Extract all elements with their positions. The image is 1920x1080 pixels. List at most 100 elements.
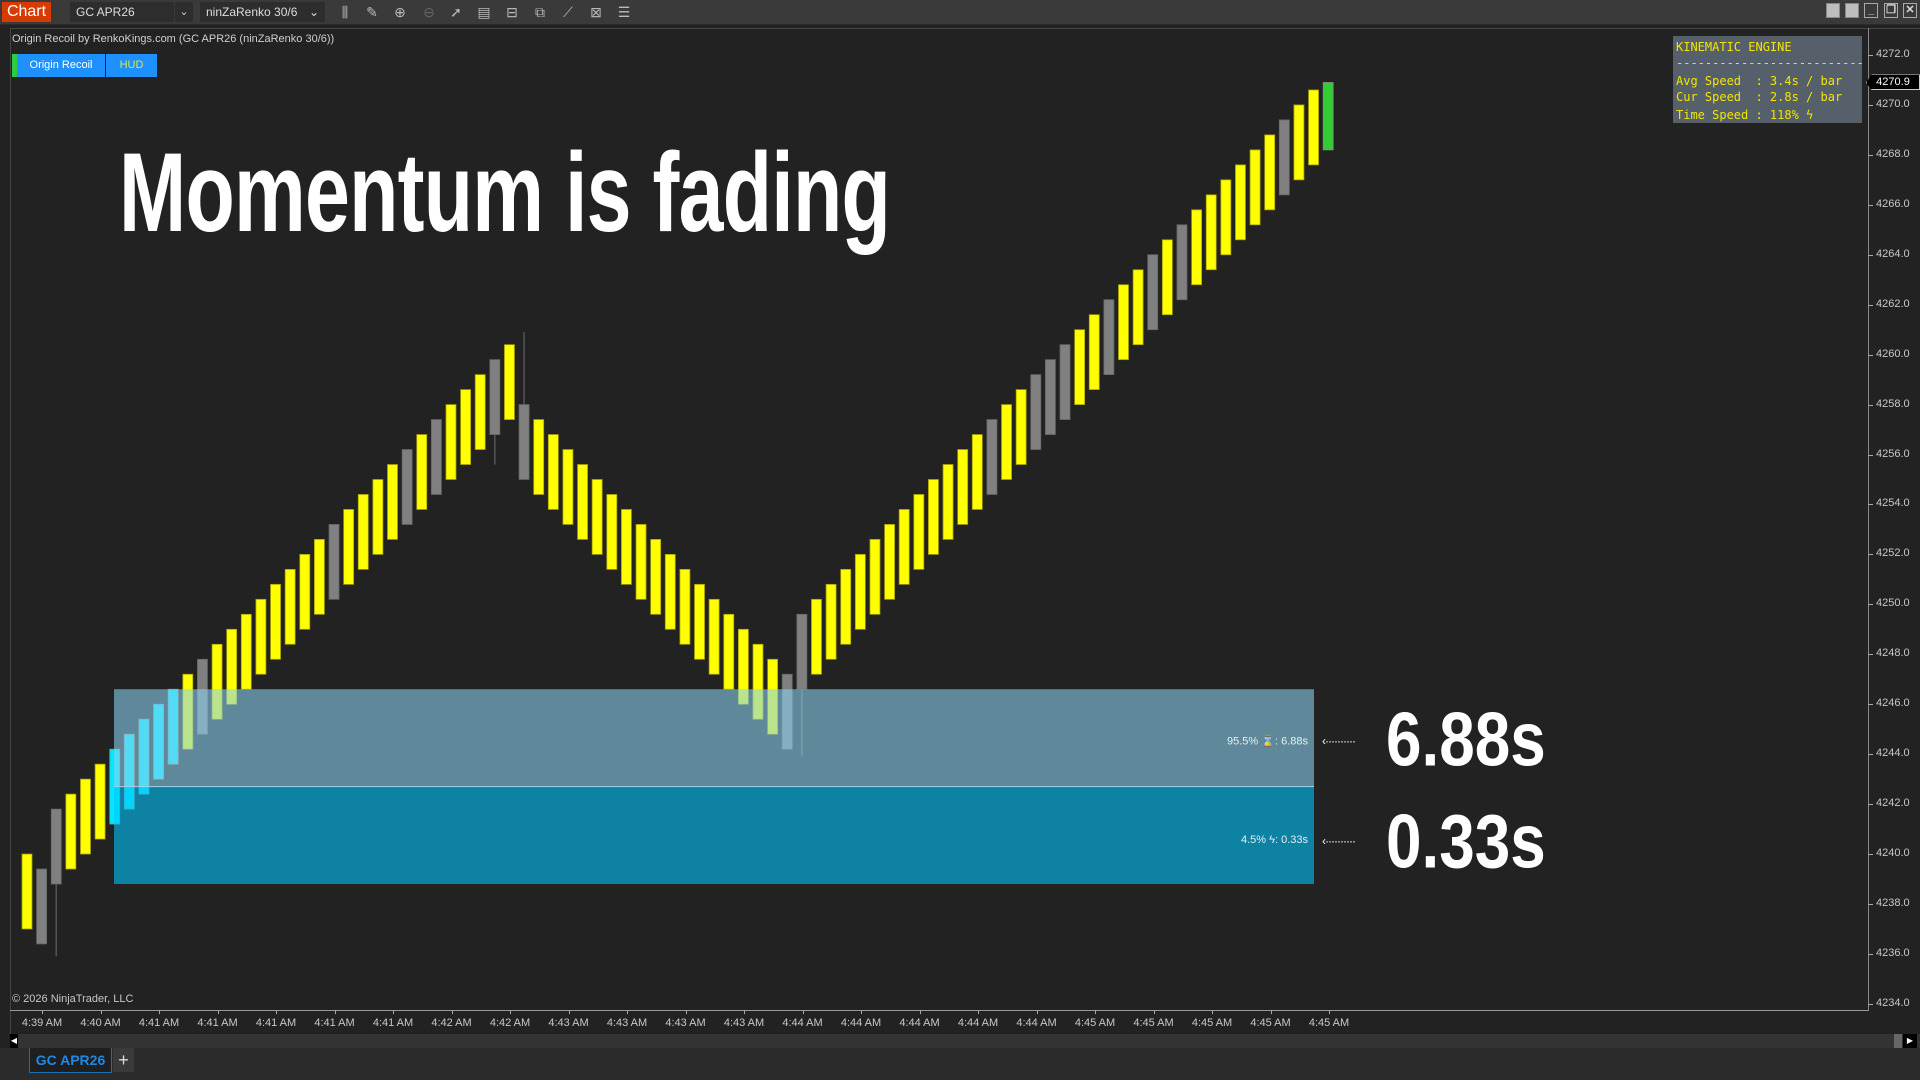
renko-bar (430, 419, 442, 495)
close-icon[interactable]: ✕ (1903, 3, 1917, 18)
renko-bar (474, 374, 486, 450)
lower-zone-callout: 0.33s (1386, 799, 1546, 885)
chart-menu-button[interactable]: Chart (2, 2, 51, 22)
restore-icon[interactable]: ❐ (1884, 3, 1898, 18)
time-label: 4:44 AM (840, 1017, 882, 1029)
price-tick (1868, 404, 1873, 406)
scroll-right-icon[interactable]: ▶ (1903, 1034, 1917, 1048)
renko-bar (50, 808, 62, 885)
renko-bar (1001, 404, 1012, 480)
time-label: 4:41 AM (197, 1017, 238, 1029)
lightning-icon: ϟ (1269, 834, 1275, 846)
upper-zone-time: : 6.88s (1274, 735, 1308, 748)
horizontal-scrollbar[interactable] (10, 1034, 1920, 1048)
time-tick (568, 1010, 570, 1014)
price-label: 4264.0 (1876, 247, 1910, 260)
renko-bar (357, 494, 369, 570)
time-tick (685, 1010, 687, 1014)
time-label: 4:44 AM (782, 1017, 823, 1029)
price-label: 4244.0 (1876, 747, 1910, 760)
renko-bar (1278, 119, 1290, 196)
renko-bar (255, 598, 267, 675)
pointer-icon[interactable]: ➚ (450, 4, 462, 20)
renko-bar (854, 554, 866, 630)
renko-bar (240, 613, 252, 690)
renko-bar (547, 434, 559, 510)
time-label: 4:43 AM (723, 1017, 765, 1029)
time-tick (451, 1010, 453, 1014)
scroll-left-icon[interactable]: ◀ (10, 1034, 18, 1048)
renko-bar (401, 449, 413, 525)
strategies-icon[interactable]: ⟋ (563, 4, 573, 20)
renko-bar (284, 568, 296, 645)
price-tick (1868, 504, 1873, 506)
renko-bar (694, 583, 705, 660)
minimize-icon[interactable]: _ (1864, 3, 1878, 18)
drawing-tools-icon[interactable]: ⊠ (590, 4, 602, 20)
time-label: 4:39 AM (21, 1017, 63, 1029)
scroll-thumb[interactable] (1894, 1034, 1902, 1048)
price-label: 4270.0 (1876, 97, 1910, 110)
add-tab-button[interactable]: + (113, 1048, 134, 1072)
bar-type-icon[interactable]: ⫼ (341, 4, 349, 20)
price-label: 4256.0 (1876, 447, 1910, 460)
upper-zone-label: 95.5% ⌛: 6.88s (1227, 735, 1308, 748)
renko-bar (606, 494, 618, 570)
upper-zone-percent: 95.5% (1227, 735, 1259, 748)
time-tick (744, 1010, 745, 1014)
renko-bar (591, 479, 603, 555)
time-tick (159, 1010, 160, 1014)
hud-button[interactable]: HUD (106, 54, 157, 77)
tab-gc-apr26[interactable]: GC APR26 (29, 1048, 112, 1073)
price-tick (1868, 55, 1873, 56)
renko-bar (1176, 224, 1188, 301)
lower-zone-percent: 4.5% (1241, 834, 1267, 846)
renko-bar (533, 419, 545, 495)
time-label: 4:43 AM (665, 1017, 706, 1029)
renko-bar (1161, 239, 1173, 316)
price-tick (1868, 754, 1873, 756)
price-label: 4242.0 (1876, 797, 1910, 810)
renko-bar (1074, 329, 1086, 405)
price-tick (1868, 604, 1873, 606)
bar-type-selector[interactable]: ninZaRenko 30/6 ⌄ (200, 2, 325, 22)
instrument-selector[interactable]: GC APR26 (70, 2, 174, 22)
hud-cur-speed: Cur Speed : 2.8s / bar (1676, 90, 1843, 104)
list-icon[interactable]: ☰ (617, 4, 631, 20)
chevron-down-icon: ⌄ (308, 5, 319, 19)
renko-bar (1059, 344, 1071, 420)
renko-bar (1045, 359, 1056, 435)
pencil-icon[interactable]: ✎ (366, 4, 378, 20)
time-axis[interactable] (10, 1010, 1868, 1011)
indicators-icon[interactable]: ⧉ (535, 4, 545, 20)
lightning-icon: ϟ (1806, 108, 1814, 122)
renko-bar (313, 539, 325, 615)
time-tick (861, 1010, 862, 1014)
price-tick (1868, 804, 1873, 806)
tile-icon[interactable] (1845, 3, 1859, 18)
price-tick (1868, 554, 1873, 556)
time-label: 4:45 AM (1133, 1017, 1174, 1029)
upper-time-zone (114, 689, 1314, 787)
renko-bar (621, 509, 632, 585)
time-tick (919, 1010, 921, 1014)
properties-icon[interactable]: ⊟ (506, 4, 518, 20)
time-label: 4:41 AM (138, 1017, 180, 1029)
price-label: 4238.0 (1876, 896, 1910, 909)
zoom-in-icon[interactable]: ⊕ (394, 4, 406, 20)
renko-bar (21, 853, 33, 930)
tile-icon[interactable] (1826, 3, 1840, 18)
time-tick (100, 1010, 102, 1014)
price-tick (1868, 454, 1873, 456)
price-tick (1868, 104, 1873, 106)
renko-bar (577, 464, 588, 540)
origin-recoil-button[interactable]: Origin Recoil (17, 54, 105, 77)
data-box-icon[interactable]: ▤ (477, 4, 491, 20)
price-label: 4258.0 (1876, 397, 1910, 410)
time-label: 4:44 AM (1016, 1017, 1057, 1029)
zoom-out-icon[interactable]: ⊖ (423, 4, 435, 20)
price-label: 4254.0 (1876, 497, 1910, 510)
chevron-down-icon[interactable]: ⌄ (175, 2, 193, 22)
price-axis[interactable] (1868, 28, 1869, 1011)
